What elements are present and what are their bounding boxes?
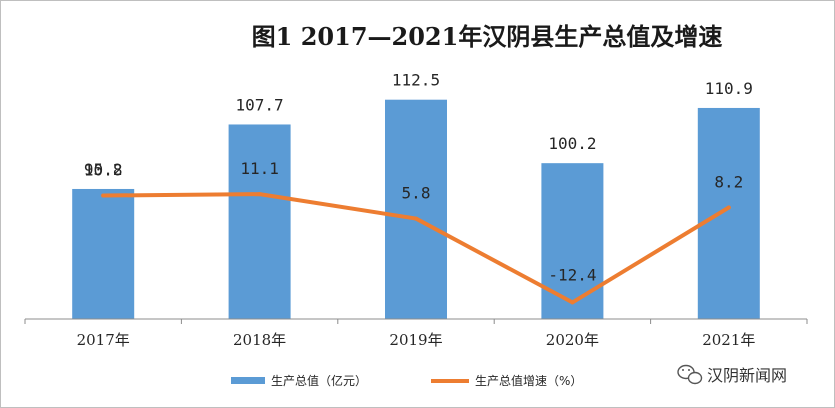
line-data-label: 11.1 xyxy=(240,159,279,178)
x-tick-label: 2017年 xyxy=(77,331,130,349)
x-tick-label: 2021年 xyxy=(702,331,755,349)
bar xyxy=(228,124,291,319)
line-data-label: -12.4 xyxy=(548,265,596,284)
bar xyxy=(697,107,760,320)
legend-label-bar: 生产总值（亿元） xyxy=(271,373,367,388)
line-point xyxy=(257,192,262,197)
line-point xyxy=(414,216,418,221)
data-labels: 95.2 107.7 112.5 100.2 110.9 10.8 11.1 5.8 -12.4… xyxy=(84,71,753,285)
legend-label-line: 生产总值增速（%） xyxy=(475,373,582,388)
x-axis-ticks: 2017年 2018年 2019年 2020年 2021年 xyxy=(24,319,808,349)
bar xyxy=(72,188,135,319)
legend: 生产总值（亿元） 生产总值增速（%） xyxy=(231,373,582,388)
line-series xyxy=(101,192,731,305)
bar-data-label: 95.2 xyxy=(84,160,123,179)
bar-data-label: 110.9 xyxy=(705,79,753,98)
watermark: 汉阴新闻网 xyxy=(677,364,787,385)
bar xyxy=(541,163,604,319)
watermark-text: 汉阴新闻网 xyxy=(707,366,787,385)
bar-series xyxy=(72,99,760,320)
line-point xyxy=(101,193,106,198)
line-point xyxy=(570,300,575,305)
bar-data-label: 107.7 xyxy=(236,95,284,114)
line-data-label: 8.2 xyxy=(714,173,743,192)
x-tick-label: 2020年 xyxy=(546,331,599,349)
line-point xyxy=(726,205,731,210)
line-data-label: 10.8 xyxy=(84,161,123,180)
wechat-icon xyxy=(677,364,703,385)
bar-data-label: 100.2 xyxy=(548,134,596,153)
bar xyxy=(385,99,447,319)
x-tick-label: 2019年 xyxy=(389,331,442,349)
x-tick-label: 2018年 xyxy=(233,331,286,349)
chart-title: 图1 2017—2021年汉阴县生产总值及增速 xyxy=(252,22,723,51)
bar-data-label: 112.5 xyxy=(392,71,440,90)
legend-swatch-bar xyxy=(231,377,265,384)
line-data-label: 5.8 xyxy=(402,184,431,203)
